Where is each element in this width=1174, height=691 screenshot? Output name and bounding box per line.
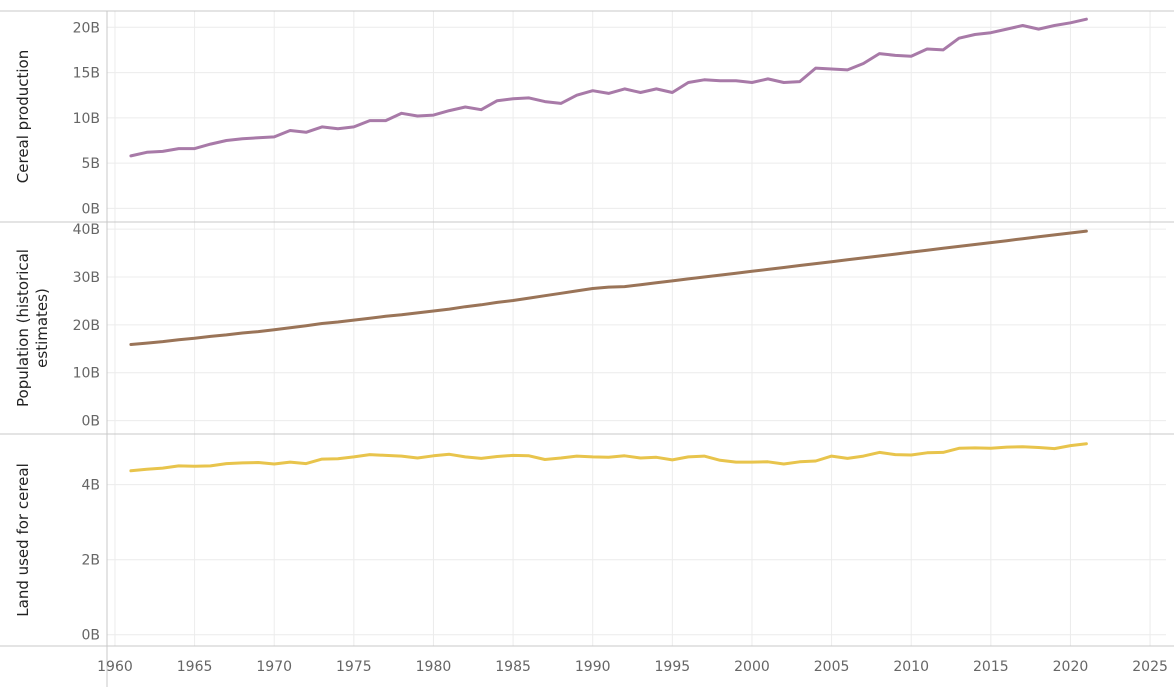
population-y-tick-label: 40B [73,222,100,238]
x-tick-label-1990: 1990 [575,659,611,675]
cereal-production-y-axis-label: Cereal production [14,50,32,183]
population-y-axis-label: Population (historical [14,249,32,407]
x-tick-label-2000: 2000 [734,659,770,675]
x-tick-label-1995: 1995 [655,659,691,675]
population-y-tick-label: 0B [81,414,100,430]
x-tick-label-2025: 2025 [1132,659,1168,675]
cereal-production-series-line [129,17,1088,158]
population-y-axis-label: estimates) [33,288,51,368]
cereal-production-y-tick-label: 5B [81,156,100,172]
x-tick-label-1975: 1975 [336,659,372,675]
x-tick-label-2015: 2015 [973,659,1009,675]
cereal-production-y-tick-label: 10B [73,111,100,127]
population-y-tick-label: 20B [73,318,100,334]
x-tick-label-2005: 2005 [814,659,850,675]
land-used-for-cereal-y-tick-label: 2B [81,553,100,569]
cereal-production-y-tick-label: 0B [81,201,100,217]
x-tick-label-2020: 2020 [1053,659,1089,675]
cereal-production-y-tick-label: 15B [73,66,100,82]
population-y-tick-label: 10B [73,366,100,382]
x-tick-label-1960: 1960 [97,659,133,675]
land-used-for-cereal-y-tick-label: 0B [81,628,100,644]
x-tick-label-1980: 1980 [416,659,452,675]
population-series-line [129,229,1088,346]
land-used-for-cereal-series-line [129,442,1088,473]
land-used-for-cereal-y-axis-label: Land used for cereal [14,463,32,616]
x-tick-label-1985: 1985 [495,659,531,675]
land-used-for-cereal-y-tick-label: 4B [81,478,100,494]
x-tick-label-1970: 1970 [256,659,292,675]
cereal-production-y-tick-label: 20B [73,20,100,36]
x-tick-label-1965: 1965 [177,659,213,675]
x-tick-label-2010: 2010 [893,659,929,675]
population-y-tick-label: 30B [73,270,100,286]
